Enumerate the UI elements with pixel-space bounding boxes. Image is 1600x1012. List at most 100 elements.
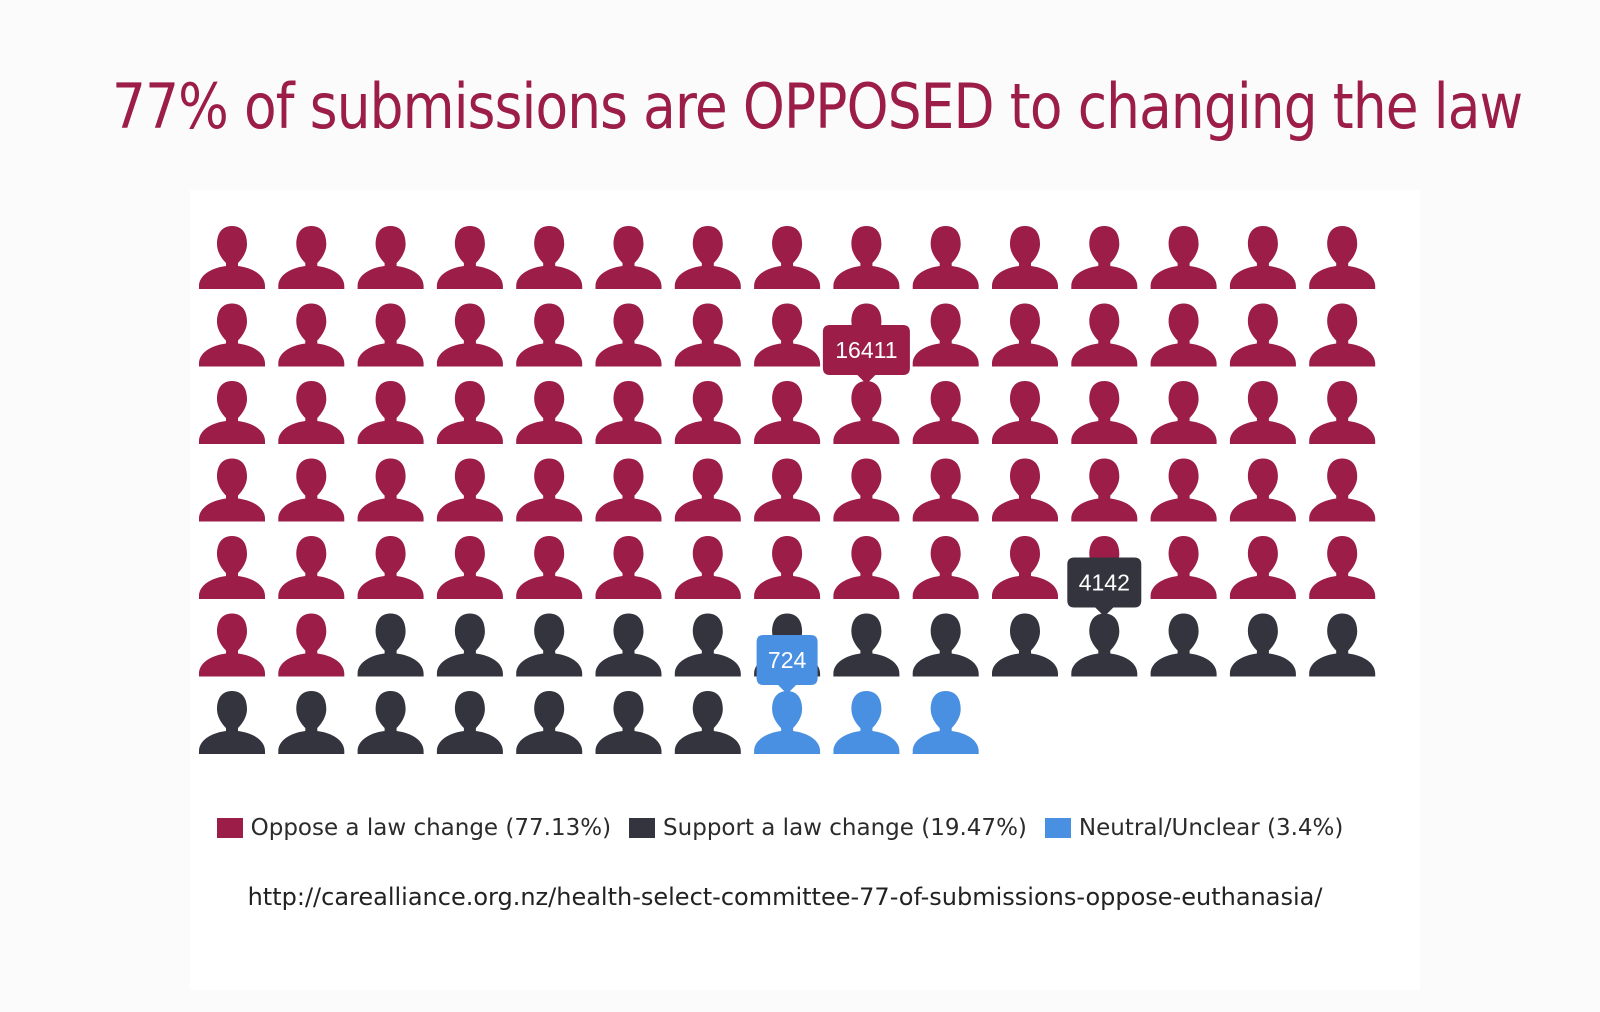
person-icon[interactable] [516, 303, 583, 367]
person-icon[interactable] [1229, 458, 1296, 522]
person-icon[interactable] [912, 536, 979, 599]
person-icon[interactable] [992, 303, 1058, 367]
person-icon[interactable] [674, 691, 741, 754]
person-icon[interactable] [595, 381, 662, 444]
person-icon[interactable] [1071, 226, 1138, 289]
person-icon[interactable] [199, 303, 265, 367]
person-icon[interactable] [516, 226, 583, 289]
person-icon[interactable] [754, 691, 821, 754]
person-icon[interactable] [674, 613, 741, 677]
person-icon[interactable] [278, 226, 345, 289]
person-icon[interactable] [992, 226, 1058, 289]
person-icon[interactable] [1150, 613, 1217, 677]
person-icon[interactable] [1229, 303, 1296, 367]
person-icon[interactable] [436, 613, 503, 677]
person-icon[interactable] [833, 381, 900, 444]
person-icon[interactable] [754, 303, 821, 367]
person-icon[interactable] [912, 691, 979, 754]
person-icon[interactable] [674, 536, 741, 599]
person-icon[interactable] [674, 226, 741, 289]
person-icon[interactable] [595, 613, 662, 677]
person-icon[interactable] [199, 536, 265, 599]
person-icon[interactable] [278, 381, 345, 444]
person-icon[interactable] [912, 613, 979, 677]
person-icon[interactable] [278, 613, 345, 677]
person-icon[interactable] [436, 226, 503, 289]
person-icon[interactable] [674, 303, 741, 367]
person-icon[interactable] [1150, 458, 1217, 522]
person-icon[interactable] [912, 226, 979, 289]
person-icon[interactable] [516, 613, 583, 677]
person-icon[interactable] [1071, 381, 1138, 444]
person-icon[interactable] [912, 458, 979, 522]
person-icon[interactable] [516, 691, 583, 754]
person-icon[interactable] [436, 691, 503, 754]
person-icon[interactable] [516, 458, 583, 522]
person-icon[interactable] [1309, 303, 1376, 367]
person-icon[interactable] [912, 303, 979, 367]
person-icon[interactable] [992, 613, 1058, 677]
person-icon[interactable] [674, 458, 741, 522]
person-icon[interactable] [199, 381, 265, 444]
person-icon[interactable] [1150, 536, 1217, 599]
person-icon[interactable] [833, 691, 900, 754]
person-icon[interactable] [674, 381, 741, 444]
person-icon[interactable] [199, 226, 265, 289]
person-icon[interactable] [1229, 613, 1296, 677]
person-icon[interactable] [1309, 536, 1376, 599]
person-icon[interactable] [436, 381, 503, 444]
person-icon[interactable] [357, 303, 424, 367]
person-icon[interactable] [357, 458, 424, 522]
person-icon[interactable] [595, 458, 662, 522]
person-icon[interactable] [595, 691, 662, 754]
person-icon[interactable] [1309, 226, 1376, 289]
person-icon[interactable] [1150, 226, 1217, 289]
person-icon[interactable] [199, 613, 265, 677]
person-icon[interactable] [1309, 613, 1376, 677]
legend-item-support[interactable]: Support a law change (19.47%) [629, 815, 1027, 841]
person-icon[interactable] [754, 536, 821, 599]
person-icon[interactable] [199, 691, 265, 754]
person-icon[interactable] [516, 381, 583, 444]
person-icon[interactable] [1071, 458, 1138, 522]
person-icon[interactable] [833, 613, 900, 677]
person-icon[interactable] [992, 536, 1058, 599]
person-icon[interactable] [595, 303, 662, 367]
person-icon[interactable] [278, 458, 345, 522]
person-icon[interactable] [278, 303, 345, 367]
person-icon[interactable] [754, 458, 821, 522]
person-icon[interactable] [436, 536, 503, 599]
person-icon[interactable] [754, 226, 821, 289]
person-icon[interactable] [595, 536, 662, 599]
person-icon[interactable] [595, 226, 662, 289]
person-icon[interactable] [992, 458, 1058, 522]
person-icon[interactable] [1071, 303, 1138, 367]
person-icon[interactable] [992, 381, 1058, 444]
legend-item-oppose[interactable]: Oppose a law change (77.13%) [216, 815, 611, 841]
person-icon[interactable] [436, 303, 503, 367]
person-icon[interactable] [833, 536, 900, 599]
person-icon[interactable] [357, 536, 424, 599]
person-icon[interactable] [357, 691, 424, 754]
person-icon[interactable] [278, 691, 345, 754]
person-icon[interactable] [912, 381, 979, 444]
person-icon[interactable] [199, 458, 265, 522]
person-icon[interactable] [1150, 381, 1217, 444]
person-icon[interactable] [1229, 381, 1296, 444]
person-icon[interactable] [1309, 458, 1376, 522]
person-icon[interactable] [1229, 536, 1296, 599]
legend-item-neutral[interactable]: Neutral/Unclear (3.4%) [1044, 815, 1343, 841]
person-icon[interactable] [357, 226, 424, 289]
person-icon[interactable] [833, 458, 900, 522]
person-icon[interactable] [436, 458, 503, 522]
person-icon[interactable] [516, 536, 583, 599]
person-icon[interactable] [357, 381, 424, 444]
person-icon[interactable] [357, 613, 424, 677]
person-icon[interactable] [1229, 226, 1296, 289]
person-icon[interactable] [278, 536, 345, 599]
person-icon[interactable] [1150, 303, 1217, 367]
person-icon[interactable] [1071, 613, 1138, 677]
person-icon[interactable] [1309, 381, 1376, 444]
person-icon[interactable] [754, 381, 821, 444]
person-icon[interactable] [833, 226, 900, 289]
